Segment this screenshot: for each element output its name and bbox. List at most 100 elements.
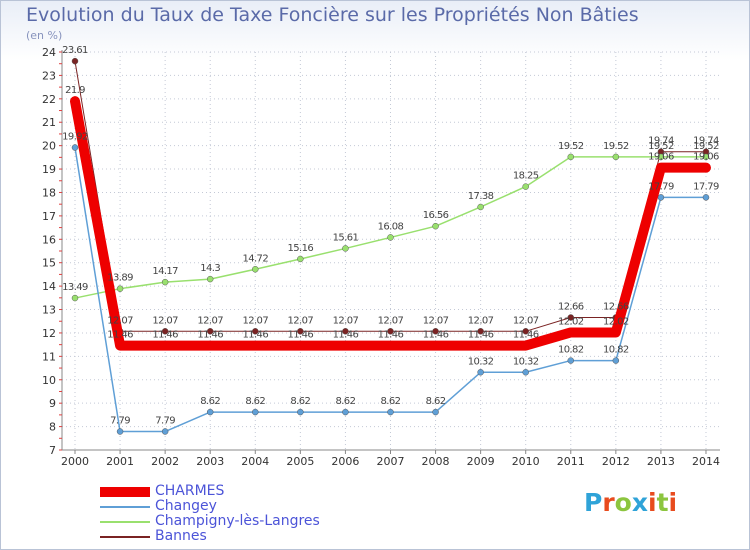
data-point-bannes xyxy=(297,328,304,335)
data-point-champigny-l-s-langres xyxy=(612,153,620,161)
x-tick-label: 2005 xyxy=(286,455,314,468)
data-point-changey xyxy=(522,369,529,376)
data-point-changey xyxy=(657,194,665,201)
data-label-charmes: 12.02 xyxy=(603,316,629,327)
x-tick-label: 2014 xyxy=(692,455,720,468)
data-label-changey: 7.79 xyxy=(110,416,130,427)
data-point-champigny-l-s-langres xyxy=(432,222,439,230)
data-point-changey xyxy=(477,369,484,376)
data-point-bannes xyxy=(567,314,575,321)
data-point-changey xyxy=(297,408,304,416)
y-tick-label: 10 xyxy=(42,374,56,387)
data-label-charmes: 11.46 xyxy=(468,330,494,341)
data-point-changey xyxy=(161,428,169,435)
logo-letter: P xyxy=(584,488,603,517)
data-label-bannes: 12.66 xyxy=(603,301,629,312)
data-point-bannes xyxy=(161,328,169,335)
data-point-bannes xyxy=(522,328,529,335)
y-tick-label: 19 xyxy=(42,163,56,176)
data-point-champigny-l-s-langres xyxy=(522,183,529,190)
y-tick-label: 22 xyxy=(42,93,56,106)
logo-letter: i xyxy=(668,488,678,517)
data-label-bannes: 12.07 xyxy=(468,315,494,326)
data-label-charmes: 21.9 xyxy=(65,85,85,96)
data-label-charmes: 19.06 xyxy=(648,152,674,163)
y-tick-label: 20 xyxy=(42,140,56,153)
data-point-champigny-l-s-langres xyxy=(297,255,304,263)
data-label-champigny-l-s-langres: 15.61 xyxy=(333,232,359,243)
data-label-champigny-l-s-langres: 19.52 xyxy=(603,141,629,152)
data-point-champigny-l-s-langres xyxy=(116,285,124,292)
data-point-changey xyxy=(342,408,349,416)
data-label-bannes: 12.07 xyxy=(423,315,449,326)
x-tick-label: 2006 xyxy=(331,455,359,468)
legend-label-bannes: Bannes xyxy=(155,528,207,544)
data-label-charmes: 11.46 xyxy=(152,330,178,341)
y-tick-label: 16 xyxy=(42,233,56,246)
data-label-bannes: 23.61 xyxy=(62,45,88,56)
data-label-changey: 10.32 xyxy=(513,356,539,367)
x-tick-label: 2008 xyxy=(422,455,450,468)
y-tick-label: 11 xyxy=(42,350,56,363)
data-label-champigny-l-s-langres: 16.56 xyxy=(423,210,449,221)
data-point-bannes xyxy=(206,328,214,335)
y-tick-label: 18 xyxy=(42,186,56,199)
data-label-charmes: 11.46 xyxy=(378,330,404,341)
x-tick-label: 2011 xyxy=(557,455,585,468)
data-label-bannes: 12.07 xyxy=(333,315,359,326)
data-point-champigny-l-s-langres xyxy=(702,153,710,161)
data-label-bannes: 19.74 xyxy=(693,136,719,147)
data-point-changey xyxy=(702,194,710,201)
data-point-champigny-l-s-langres xyxy=(161,278,169,286)
data-label-changey: 7.79 xyxy=(155,416,175,427)
data-label-champigny-l-s-langres: 19.52 xyxy=(693,141,719,152)
data-label-champigny-l-s-langres: 15.16 xyxy=(288,243,314,254)
y-tick-label: 24 xyxy=(42,46,56,59)
data-label-champigny-l-s-langres: 14.17 xyxy=(152,266,178,277)
data-label-changey: 19.92 xyxy=(62,132,88,143)
data-label-champigny-l-s-langres: 17.38 xyxy=(468,191,494,202)
data-label-bannes: 12.66 xyxy=(558,301,584,312)
x-tick-label: 2010 xyxy=(512,455,540,468)
proxiti-logo: Proxiti xyxy=(584,488,677,517)
y-tick-label: 21 xyxy=(42,116,56,129)
data-point-changey xyxy=(432,408,439,416)
y-tick-label: 17 xyxy=(42,210,56,223)
data-point-changey xyxy=(71,144,79,151)
data-label-changey: 10.82 xyxy=(558,345,584,356)
data-label-bannes: 12.07 xyxy=(197,315,223,326)
data-point-bannes xyxy=(387,328,394,335)
legend-label-champigny: Champigny-lès-Langres xyxy=(155,513,320,529)
x-tick-label: 2000 xyxy=(61,455,89,468)
data-label-bannes: 12.07 xyxy=(242,315,268,326)
x-tick-label: 2009 xyxy=(467,455,495,468)
y-tick-label: 23 xyxy=(42,69,56,82)
data-label-changey: 8.62 xyxy=(335,396,355,407)
chart-title: Evolution du Taux de Taxe Foncière sur l… xyxy=(26,4,639,26)
data-label-champigny-l-s-langres: 16.08 xyxy=(378,221,404,232)
data-point-bannes xyxy=(252,328,259,335)
data-label-charmes: 11.46 xyxy=(333,330,359,341)
data-point-bannes xyxy=(432,328,439,335)
data-point-bannes xyxy=(477,328,484,335)
data-label-charmes: 11.46 xyxy=(242,330,268,341)
x-tick-label: 2007 xyxy=(376,455,404,468)
x-tick-label: 2001 xyxy=(106,455,134,468)
x-tick-label: 2004 xyxy=(241,455,269,468)
series-line-charmes xyxy=(70,96,711,351)
data-label-changey: 8.62 xyxy=(200,396,220,407)
logo-letter: t xyxy=(656,488,669,517)
data-label-charmes: 12.02 xyxy=(558,316,584,327)
data-label-charmes: 11.46 xyxy=(513,330,539,341)
y-tick-label: 8 xyxy=(49,421,56,434)
data-label-champigny-l-s-langres: 13.89 xyxy=(107,273,133,284)
data-label-charmes: 11.46 xyxy=(423,330,449,341)
y-tick-label: 13 xyxy=(42,304,56,317)
data-label-changey: 10.82 xyxy=(603,345,629,356)
data-point-champigny-l-s-langres xyxy=(387,234,394,241)
data-label-changey: 10.32 xyxy=(468,356,494,367)
data-label-charmes: 19.06 xyxy=(693,152,719,163)
data-label-bannes: 19.74 xyxy=(648,136,674,147)
